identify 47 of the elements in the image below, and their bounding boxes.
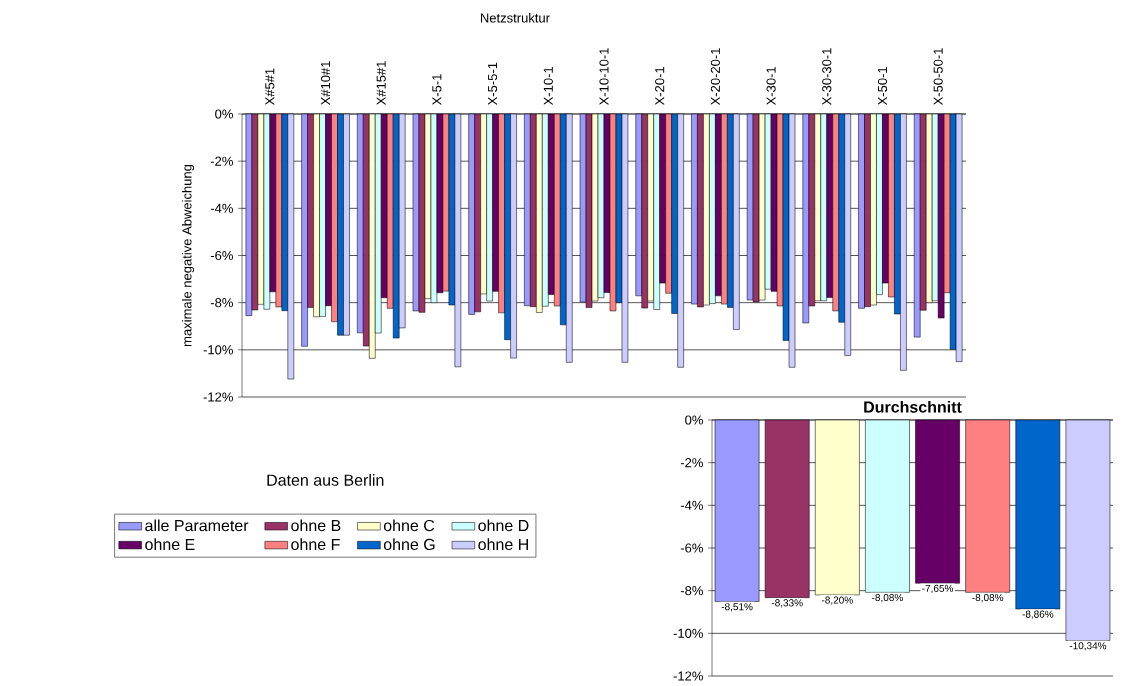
data-label: -8,86% bbox=[1022, 610, 1054, 619]
y-tick-label: -4% bbox=[680, 500, 703, 510]
y-tick-label: -12% bbox=[673, 671, 703, 681]
x-axis-title: Netzstruktur bbox=[480, 13, 550, 23]
legend-label: ohne C bbox=[383, 519, 435, 532]
x-tick-label: X-5-1 bbox=[432, 74, 442, 106]
x-tick-label: X#15#1 bbox=[376, 61, 386, 106]
x-tick-label: X#5#1 bbox=[265, 68, 275, 106]
x-tick-label: X-20-1 bbox=[655, 67, 665, 106]
legend-label: alle Parameter bbox=[145, 519, 249, 532]
y-tick-label: 0% bbox=[215, 109, 233, 119]
y-tick-label: -10% bbox=[203, 345, 233, 355]
x-tick-label: X-10-1 bbox=[543, 67, 553, 106]
y-tick-label: -8% bbox=[210, 298, 233, 308]
data-label: -10,34% bbox=[1069, 642, 1107, 651]
y-tick-label: -12% bbox=[203, 392, 233, 402]
x-tick-label: X-50-1 bbox=[877, 67, 888, 106]
x-tick-label: X-50-50-1 bbox=[933, 48, 943, 106]
y-tick-label: -2% bbox=[680, 458, 703, 468]
y-tick-label: -6% bbox=[680, 543, 703, 553]
legend-label: ohne H bbox=[478, 538, 528, 551]
x-tick-label: X-5-5-1 bbox=[488, 62, 498, 106]
y-tick-label: -8% bbox=[680, 586, 703, 596]
x-tick-label: X#10#1 bbox=[320, 61, 331, 106]
data-label: -8,51% bbox=[721, 603, 753, 612]
y-tick-label: 0% bbox=[685, 415, 703, 425]
legend-label: ohne B bbox=[291, 519, 341, 532]
y-tick-label: -6% bbox=[210, 250, 233, 261]
chart-title: Durchschnitt bbox=[864, 400, 962, 413]
legend-label: ohne F bbox=[291, 538, 340, 551]
legend-title: Daten aus Berlin bbox=[267, 474, 384, 486]
legend-label: ohne G bbox=[383, 538, 435, 551]
y-tick-label: -10% bbox=[673, 628, 703, 638]
data-label: -8,08% bbox=[872, 593, 903, 603]
data-label: -8,08% bbox=[972, 593, 1004, 603]
y-tick-label: -4% bbox=[210, 203, 233, 213]
x-tick-label: X-10-10-1 bbox=[599, 48, 609, 106]
data-label: -8,33% bbox=[771, 599, 803, 608]
x-tick-label: X-20-20-1 bbox=[710, 48, 720, 106]
legend-label: ohne D bbox=[478, 519, 529, 532]
x-tick-label: X-30-1 bbox=[766, 67, 776, 106]
y-tick-label: -2% bbox=[210, 156, 233, 166]
data-label: -8,20% bbox=[821, 596, 853, 605]
data-label: -7,65% bbox=[922, 584, 954, 594]
legend-label: ohne E bbox=[145, 538, 195, 551]
x-tick-label: X-30-30-1 bbox=[822, 48, 832, 106]
y-axis-title: maximale negative Abweichung bbox=[182, 164, 195, 347]
